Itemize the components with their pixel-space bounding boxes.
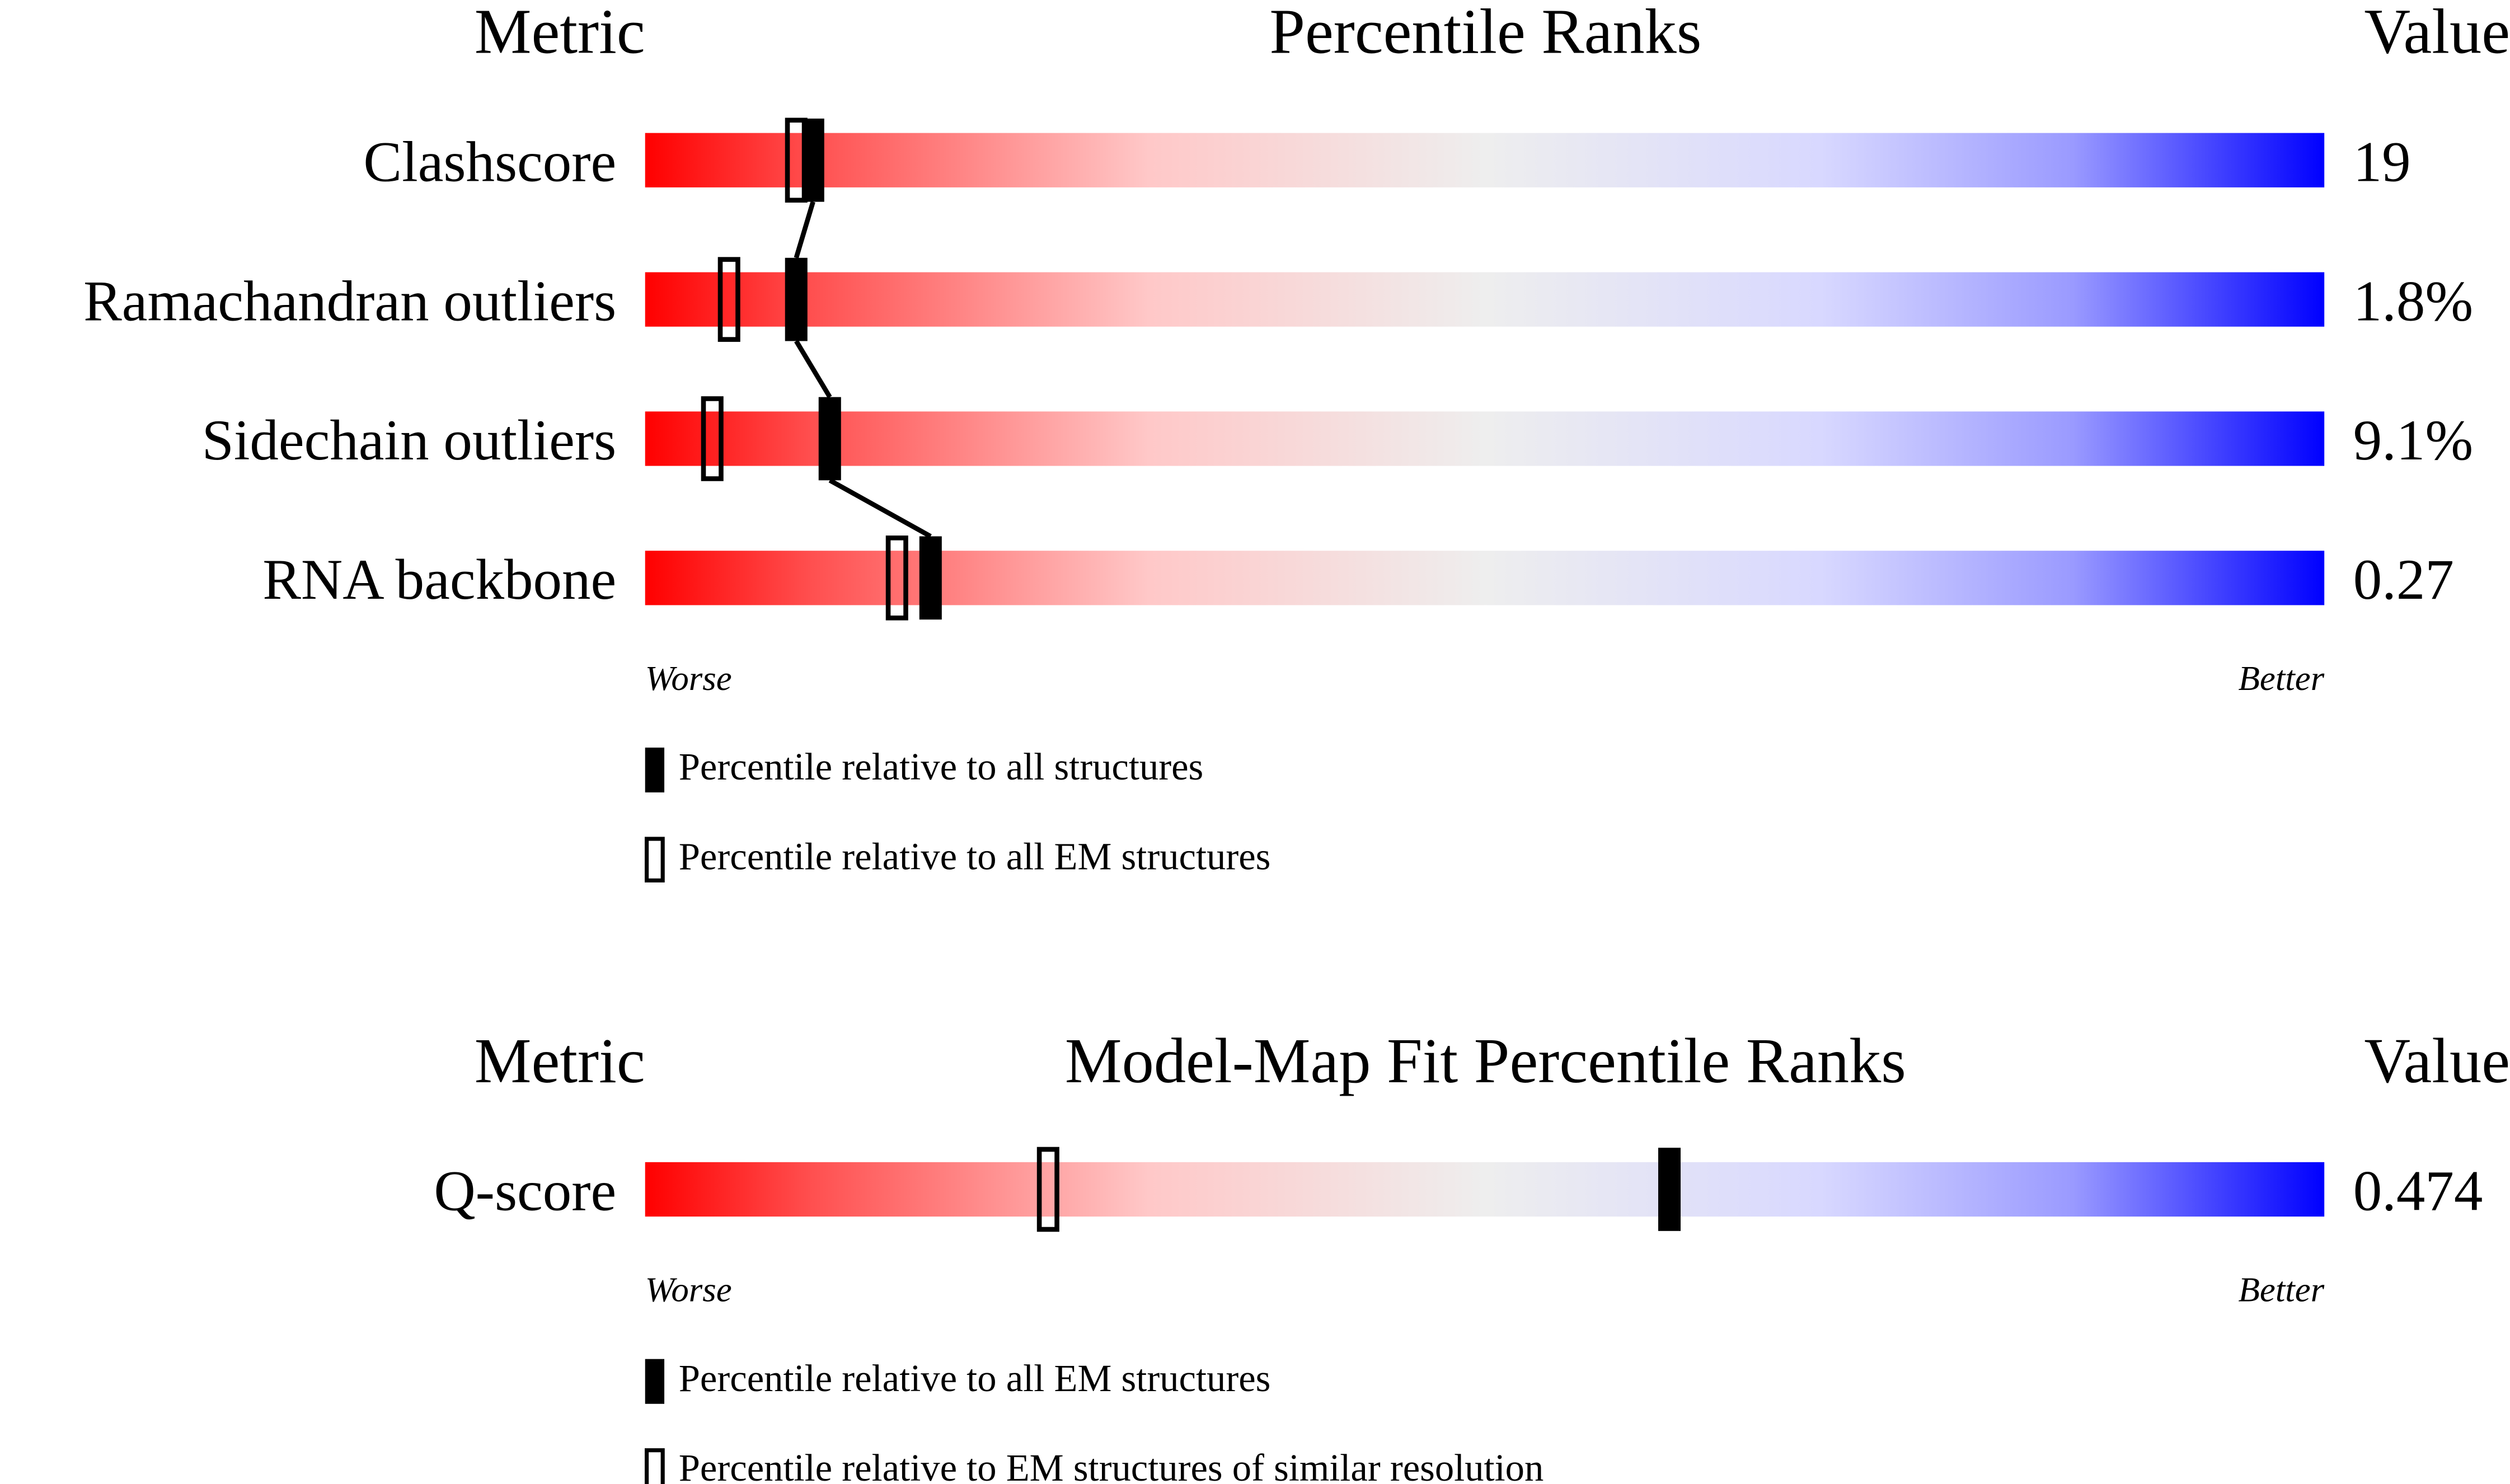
low-label: Worse: [645, 1270, 732, 1309]
marker-filled: [919, 536, 942, 620]
metric-label: Clashscore: [363, 130, 616, 194]
percentile-bar: [645, 272, 2325, 327]
marker-filled: [818, 397, 841, 481]
connector: [794, 201, 815, 259]
legend-label: Percentile relative to all EM structures: [679, 835, 1271, 877]
connector: [794, 340, 832, 398]
metric-label: Ramachandran outliers: [83, 269, 616, 333]
legend-swatch: [645, 748, 665, 793]
legend-swatch: [645, 1359, 665, 1404]
chart-title: Model-Map Fit Percentile Ranks: [1065, 1025, 1906, 1096]
high-label: Better: [2238, 659, 2324, 698]
metric-header: Metric: [475, 1025, 645, 1096]
metric-label: RNA backbone: [262, 548, 616, 612]
legend-label: Percentile relative to all EM structures: [679, 1357, 1271, 1400]
metric-value: 1.8%: [2353, 269, 2474, 333]
value-header: Value: [2364, 0, 2510, 67]
marker-open: [717, 257, 740, 342]
metric-value: 0.27: [2353, 548, 2454, 612]
metric-value: 0.474: [2353, 1159, 2483, 1223]
chart-title: Percentile Ranks: [1269, 0, 1701, 67]
marker-filled: [785, 257, 808, 341]
metric-value: 19: [2353, 130, 2411, 194]
connector: [828, 478, 932, 539]
value-header: Value: [2364, 1025, 2510, 1096]
metric-header: Metric: [475, 0, 645, 67]
marker-open: [1036, 1147, 1059, 1232]
legend-swatch: [644, 1448, 665, 1484]
marker-open: [885, 536, 908, 621]
marker-filled: [1658, 1148, 1681, 1231]
marker-open: [701, 396, 724, 481]
marker-filled: [801, 118, 824, 202]
low-label: Worse: [645, 659, 732, 698]
legend-label: Percentile relative to EM structures of …: [679, 1447, 1544, 1484]
percentile-bar: [645, 1162, 2325, 1217]
metric-label: Q-score: [434, 1159, 616, 1223]
metric-label: Sidechain outliers: [202, 408, 617, 472]
percentile-bar: [645, 411, 2325, 466]
legend-label: Percentile relative to all structures: [679, 745, 1204, 788]
percentile-bar: [645, 551, 2325, 605]
percentile-bar: [645, 133, 2325, 187]
metric-value: 9.1%: [2353, 408, 2474, 472]
legend-swatch: [644, 837, 665, 882]
high-label: Better: [2238, 1270, 2324, 1309]
